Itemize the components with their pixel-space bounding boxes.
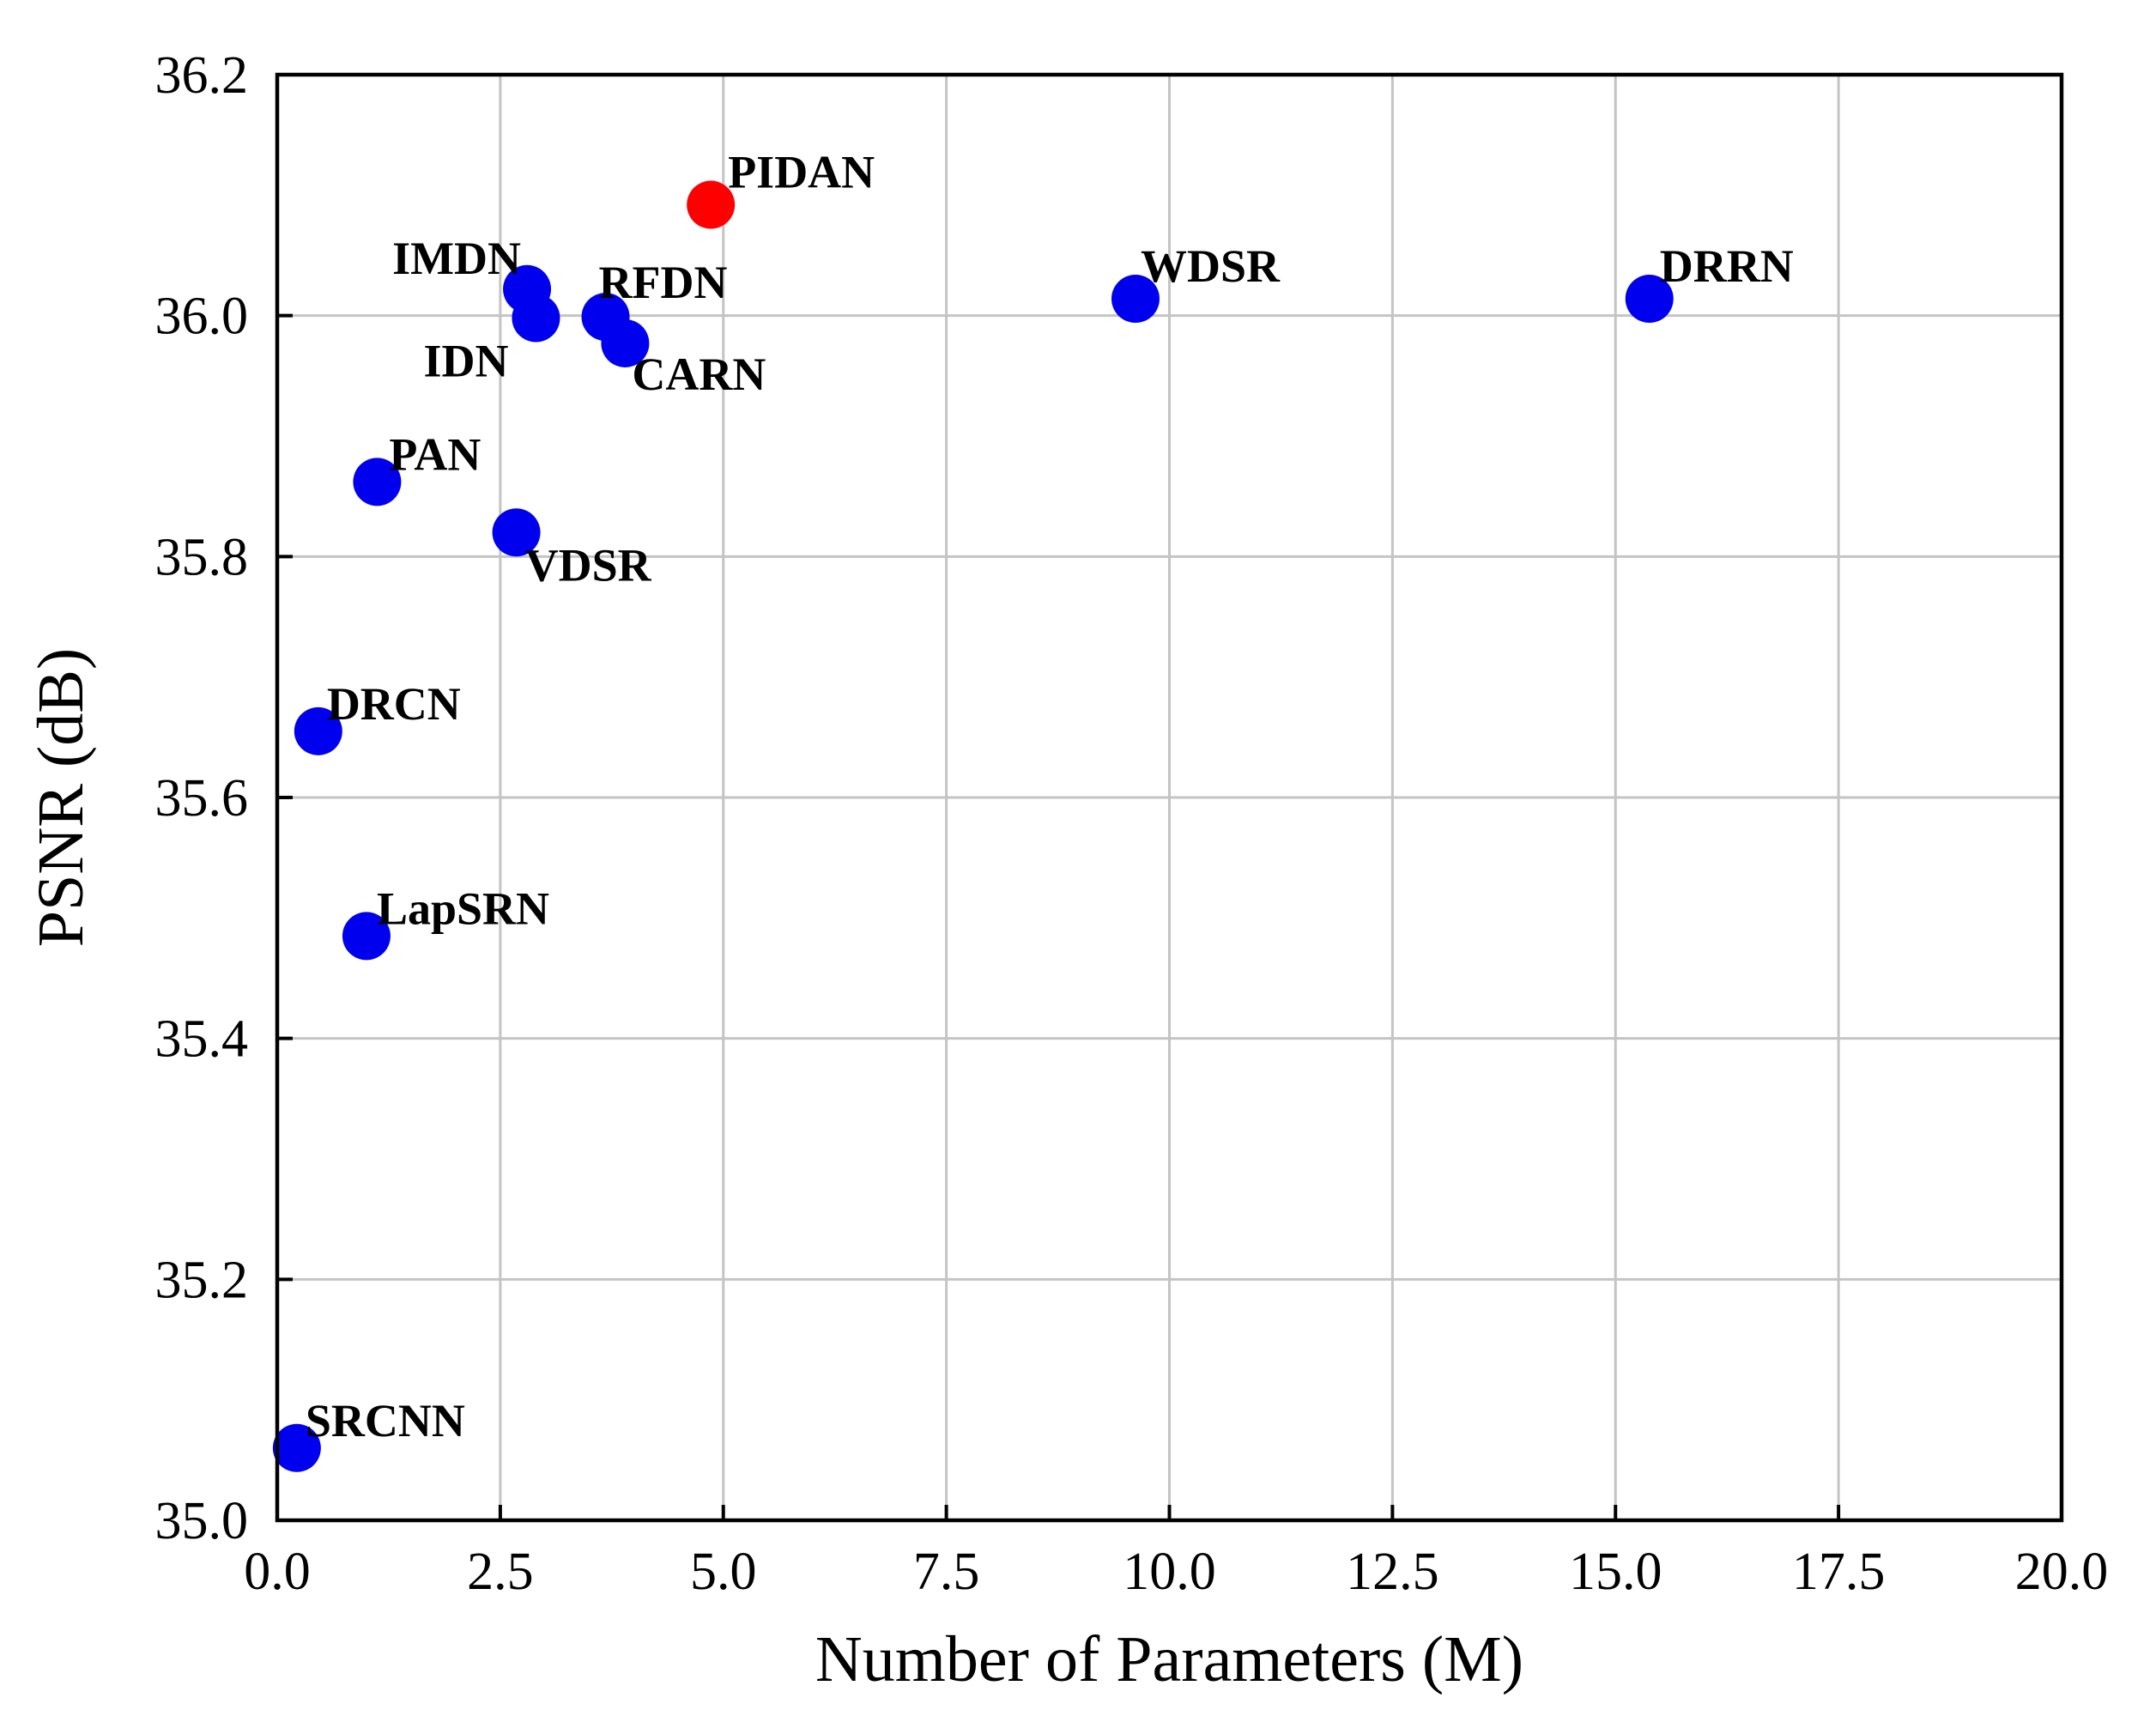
plot-frame xyxy=(275,72,2064,1523)
data-label-pidan: PIDAN xyxy=(728,147,875,198)
data-label-lapsrn: LapSRN xyxy=(377,882,549,934)
x-tick-label: 7.5 xyxy=(913,1543,980,1601)
x-tick-label: 17.5 xyxy=(1792,1543,1886,1601)
y-tick-label: 35.2 xyxy=(155,1251,249,1309)
x-tick-label: 20.0 xyxy=(2015,1543,2109,1601)
data-point-srcnn xyxy=(272,1423,321,1472)
y-axis-title: PSNR (dB) xyxy=(25,648,97,947)
data-label-pan: PAN xyxy=(389,428,481,480)
y-tick-label: 35.6 xyxy=(155,769,249,828)
x-axis-title: Number of Parameters (M) xyxy=(815,1623,1523,1695)
x-tick-label: 12.5 xyxy=(1346,1543,1439,1601)
x-tick-label: 5.0 xyxy=(690,1543,757,1601)
y-tick-label: 35.4 xyxy=(155,1010,249,1069)
data-label-srcnn: SRCNN xyxy=(306,1395,465,1446)
data-label-idn: IDN xyxy=(423,335,508,386)
data-label-drrn: DRRN xyxy=(1660,240,1794,292)
data-label-rfdn: RFDN xyxy=(599,257,728,308)
data-label-vdsr: VDSR xyxy=(525,539,652,591)
data-label-imdn: IMDN xyxy=(392,233,521,284)
data-point-idn xyxy=(512,294,560,343)
data-point-lapsrn xyxy=(342,912,391,961)
y-tick-label: 36.2 xyxy=(155,46,249,105)
data-point-vdsr xyxy=(492,508,541,557)
x-tick-label: 2.5 xyxy=(467,1543,534,1601)
data-point-wdsr xyxy=(1111,275,1160,324)
data-point-pidan xyxy=(687,180,736,229)
data-label-carn: CARN xyxy=(632,349,766,400)
axis-ticks: 0.0 2.5 5.0 7.5 10.0 12.5 15.0 17.5 20.0 35.0 35.2… xyxy=(155,46,2109,1601)
data-label-wdsr: WDSR xyxy=(1141,240,1281,292)
x-tick-label: 15.0 xyxy=(1569,1543,1662,1601)
y-tick-label: 36.0 xyxy=(155,288,249,346)
data-point-pan xyxy=(353,458,402,506)
x-tick-label: 0.0 xyxy=(244,1543,311,1601)
data-label-drcn: DRCN xyxy=(327,678,461,730)
data-point-drrn xyxy=(1625,275,1674,324)
data-points xyxy=(272,180,1674,1472)
grid-lines xyxy=(276,73,2063,1522)
y-tick-label: 35.8 xyxy=(155,528,249,586)
y-tick-label: 35.0 xyxy=(155,1492,249,1550)
data-point-carn xyxy=(601,318,650,367)
x-tick-label: 10.0 xyxy=(1123,1543,1216,1601)
data-point-drcn xyxy=(294,706,342,755)
data-labels: SRCNN LapSRN DRCN PAN VDSR IMDN IDN RFDN CARN PID… xyxy=(306,147,1794,1446)
